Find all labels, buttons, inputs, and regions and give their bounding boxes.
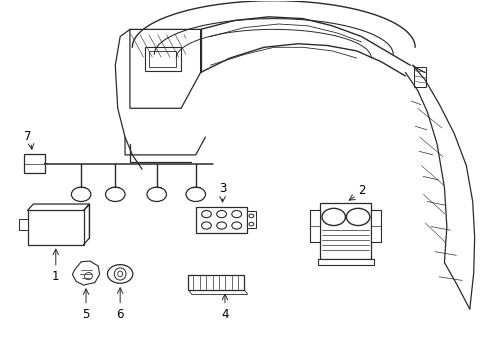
Text: 3: 3 — [219, 183, 226, 195]
Circle shape — [322, 208, 345, 226]
Bar — [370, 210, 380, 242]
Bar — [144, 47, 181, 71]
Bar — [27, 211, 83, 244]
Bar — [317, 259, 373, 265]
Circle shape — [107, 265, 133, 283]
Bar — [24, 154, 44, 173]
Circle shape — [248, 214, 253, 218]
Bar — [246, 211, 255, 228]
Bar — [310, 210, 320, 242]
Circle shape — [147, 187, 166, 202]
Text: 1: 1 — [52, 270, 60, 283]
Ellipse shape — [84, 273, 92, 280]
Bar — [19, 220, 27, 230]
Text: 5: 5 — [82, 308, 89, 321]
Circle shape — [231, 222, 241, 229]
Text: 7: 7 — [24, 130, 31, 144]
Circle shape — [201, 211, 211, 218]
Ellipse shape — [114, 268, 126, 280]
Circle shape — [231, 211, 241, 218]
Circle shape — [185, 187, 205, 202]
Text: 6: 6 — [116, 308, 123, 321]
Circle shape — [248, 222, 253, 226]
Circle shape — [105, 187, 125, 202]
Bar — [195, 207, 246, 233]
Circle shape — [71, 187, 91, 202]
Circle shape — [216, 211, 226, 218]
Bar — [188, 275, 244, 290]
Bar — [320, 203, 370, 259]
Ellipse shape — [118, 271, 122, 277]
Text: 4: 4 — [221, 308, 228, 321]
Circle shape — [346, 208, 369, 226]
Circle shape — [216, 222, 226, 229]
Bar — [149, 51, 176, 67]
Circle shape — [201, 222, 211, 229]
Bar — [413, 67, 426, 87]
Polygon shape — [72, 261, 100, 285]
Text: 2: 2 — [357, 184, 365, 197]
